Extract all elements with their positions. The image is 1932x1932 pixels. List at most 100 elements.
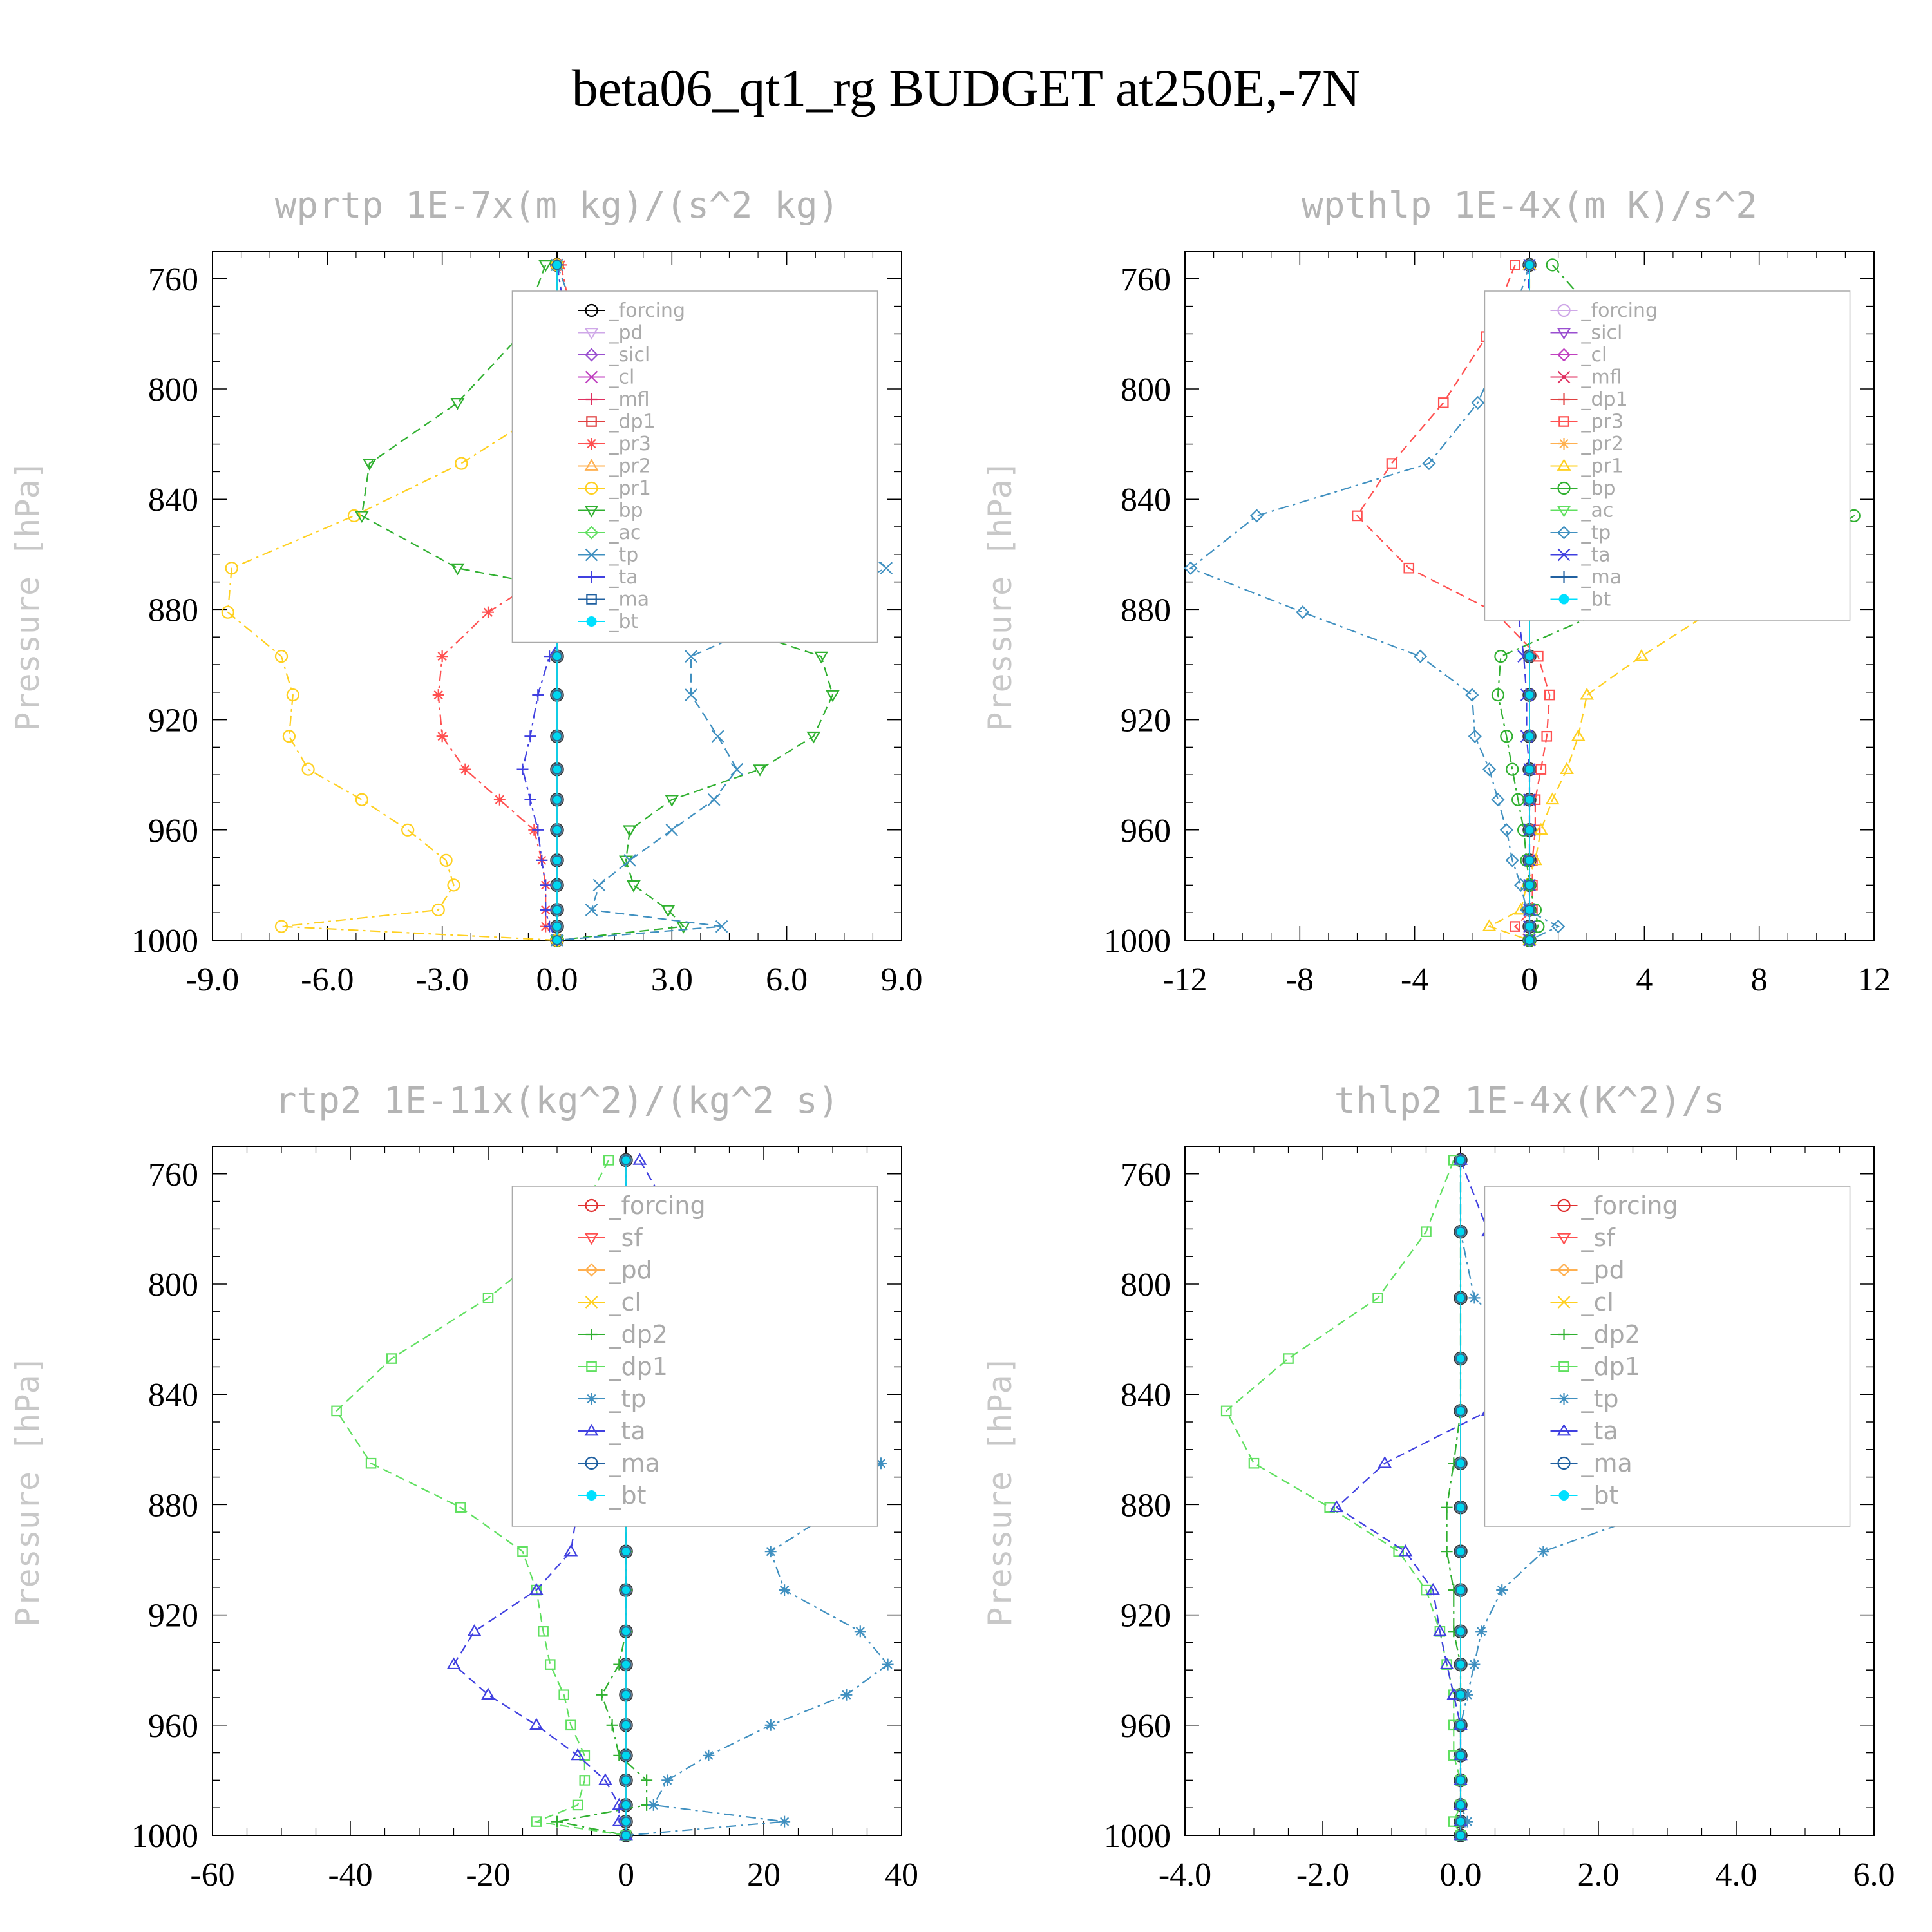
- legend-label: _pr2: [609, 455, 651, 478]
- data-point: [1535, 764, 1547, 775]
- data-point: [1524, 731, 1535, 742]
- data-point: [1580, 687, 1595, 700]
- legend-marker: [585, 548, 598, 562]
- y-axis-label: Pressure [hPa]: [981, 1355, 1019, 1626]
- data-point: [1544, 689, 1555, 701]
- legend: _forcing_pd_sicl_cl_mfl_dp1_pr3_pr2_pr1_…: [511, 290, 878, 643]
- data-point: [1524, 764, 1535, 775]
- data-point: [1511, 793, 1525, 806]
- y-tick-label: 760: [148, 1157, 198, 1193]
- data-point: [455, 457, 468, 470]
- y-tick-label: 1000: [131, 923, 198, 960]
- data-point: [665, 824, 679, 837]
- legend-label: _mfl: [609, 388, 650, 411]
- data-point: [540, 879, 552, 891]
- data-point: [524, 730, 536, 743]
- data-point: [632, 1153, 647, 1165]
- legend-label: _bp: [1581, 477, 1616, 500]
- data-point: [431, 903, 445, 917]
- legend-marker: [1558, 438, 1570, 450]
- y-tick-label: 1000: [1104, 923, 1171, 960]
- y-tick-label: 800: [1121, 372, 1171, 408]
- legend-label: _ta: [1581, 1417, 1618, 1445]
- series-tp: [551, 258, 893, 947]
- data-point: [665, 795, 679, 807]
- data-point: [552, 690, 562, 701]
- x-tick-label: 4: [1636, 961, 1653, 998]
- data-point: [386, 1353, 397, 1364]
- data-point: [621, 1585, 631, 1596]
- legend-label: _ma: [609, 589, 650, 611]
- data-point: [621, 1750, 631, 1761]
- data-point: [1524, 921, 1535, 932]
- x-tick-label: -3.0: [416, 961, 469, 998]
- x-tick-label: 6.0: [1853, 1857, 1895, 1893]
- legend: _forcing_sicl_cl_mfl_dp1_pr3_pr2_pr1_bp_…: [1484, 290, 1851, 621]
- y-tick-label: 960: [148, 813, 198, 849]
- legend-label: _pr2: [1581, 433, 1624, 455]
- data-point: [1482, 919, 1497, 931]
- x-tick-label: -40: [328, 1857, 372, 1893]
- data-point: [1537, 1546, 1549, 1558]
- legend-label: _ac: [1581, 500, 1614, 522]
- data-point: [1560, 762, 1574, 775]
- legend-label: _ma: [1581, 566, 1622, 589]
- chart-panel-3: rtp2 1E-11x(kg^2)/(kg^2 s) Pressure [hPa]…: [9, 1080, 918, 1893]
- data-point: [603, 1155, 614, 1166]
- x-tick-label: 20: [747, 1857, 781, 1893]
- data-point: [854, 1625, 866, 1638]
- data-point: [1545, 792, 1560, 805]
- data-point: [1524, 794, 1535, 805]
- data-point: [331, 1405, 342, 1417]
- legend-label: _pd: [609, 322, 643, 345]
- legend-marker: [586, 1490, 597, 1501]
- legend-marker: [1557, 526, 1571, 540]
- data-point: [481, 1687, 495, 1700]
- data-point: [450, 563, 465, 576]
- y-tick-label: 800: [148, 372, 198, 408]
- data-point: [552, 855, 562, 866]
- y-tick-label: 760: [1121, 261, 1171, 298]
- data-point: [1524, 690, 1535, 701]
- data-point: [532, 824, 544, 836]
- data-point: [1455, 1659, 1466, 1670]
- x-tick-label: 0: [618, 1857, 634, 1893]
- legend-label: _bt: [609, 611, 639, 633]
- data-point: [1352, 510, 1363, 522]
- data-point: [1465, 688, 1479, 702]
- data-point: [1414, 649, 1428, 663]
- data-point: [538, 1625, 549, 1637]
- data-point: [621, 1626, 631, 1637]
- main-title: beta06_qt1_rg BUDGET at250E,-7N: [571, 59, 1361, 117]
- x-tick-label: 9.0: [881, 961, 923, 998]
- data-point: [621, 1155, 631, 1166]
- legend-label: _forcing: [609, 1191, 706, 1220]
- data-point: [517, 1546, 528, 1557]
- y-tick-label: 880: [1121, 1487, 1171, 1524]
- data-point: [1510, 260, 1521, 270]
- data-point: [536, 854, 548, 866]
- legend-label: _dp1: [1581, 388, 1628, 411]
- panel-title: wprtp 1E-7x(m kg)/(s^2 kg): [275, 185, 840, 227]
- data-point: [806, 731, 821, 744]
- data-point: [1455, 1830, 1466, 1841]
- legend-label: _pr1: [609, 477, 651, 500]
- data-point: [1455, 1353, 1466, 1364]
- data-point: [1329, 1500, 1344, 1513]
- data-point: [538, 260, 553, 272]
- y-tick-label: 960: [1121, 813, 1171, 849]
- data-point: [840, 1689, 853, 1701]
- data-point: [875, 1457, 887, 1470]
- data-point: [1455, 1546, 1466, 1557]
- legend-label: _forcing: [609, 299, 685, 322]
- y-tick-label: 880: [1121, 592, 1171, 629]
- data-point: [598, 1773, 612, 1785]
- x-tick-label: -6.0: [301, 961, 354, 998]
- data-point: [730, 762, 744, 776]
- data-point: [1500, 730, 1513, 743]
- data-point: [703, 1749, 715, 1761]
- legend-marker: [1557, 1263, 1571, 1277]
- data-point: [354, 511, 369, 524]
- data-point: [1510, 921, 1521, 932]
